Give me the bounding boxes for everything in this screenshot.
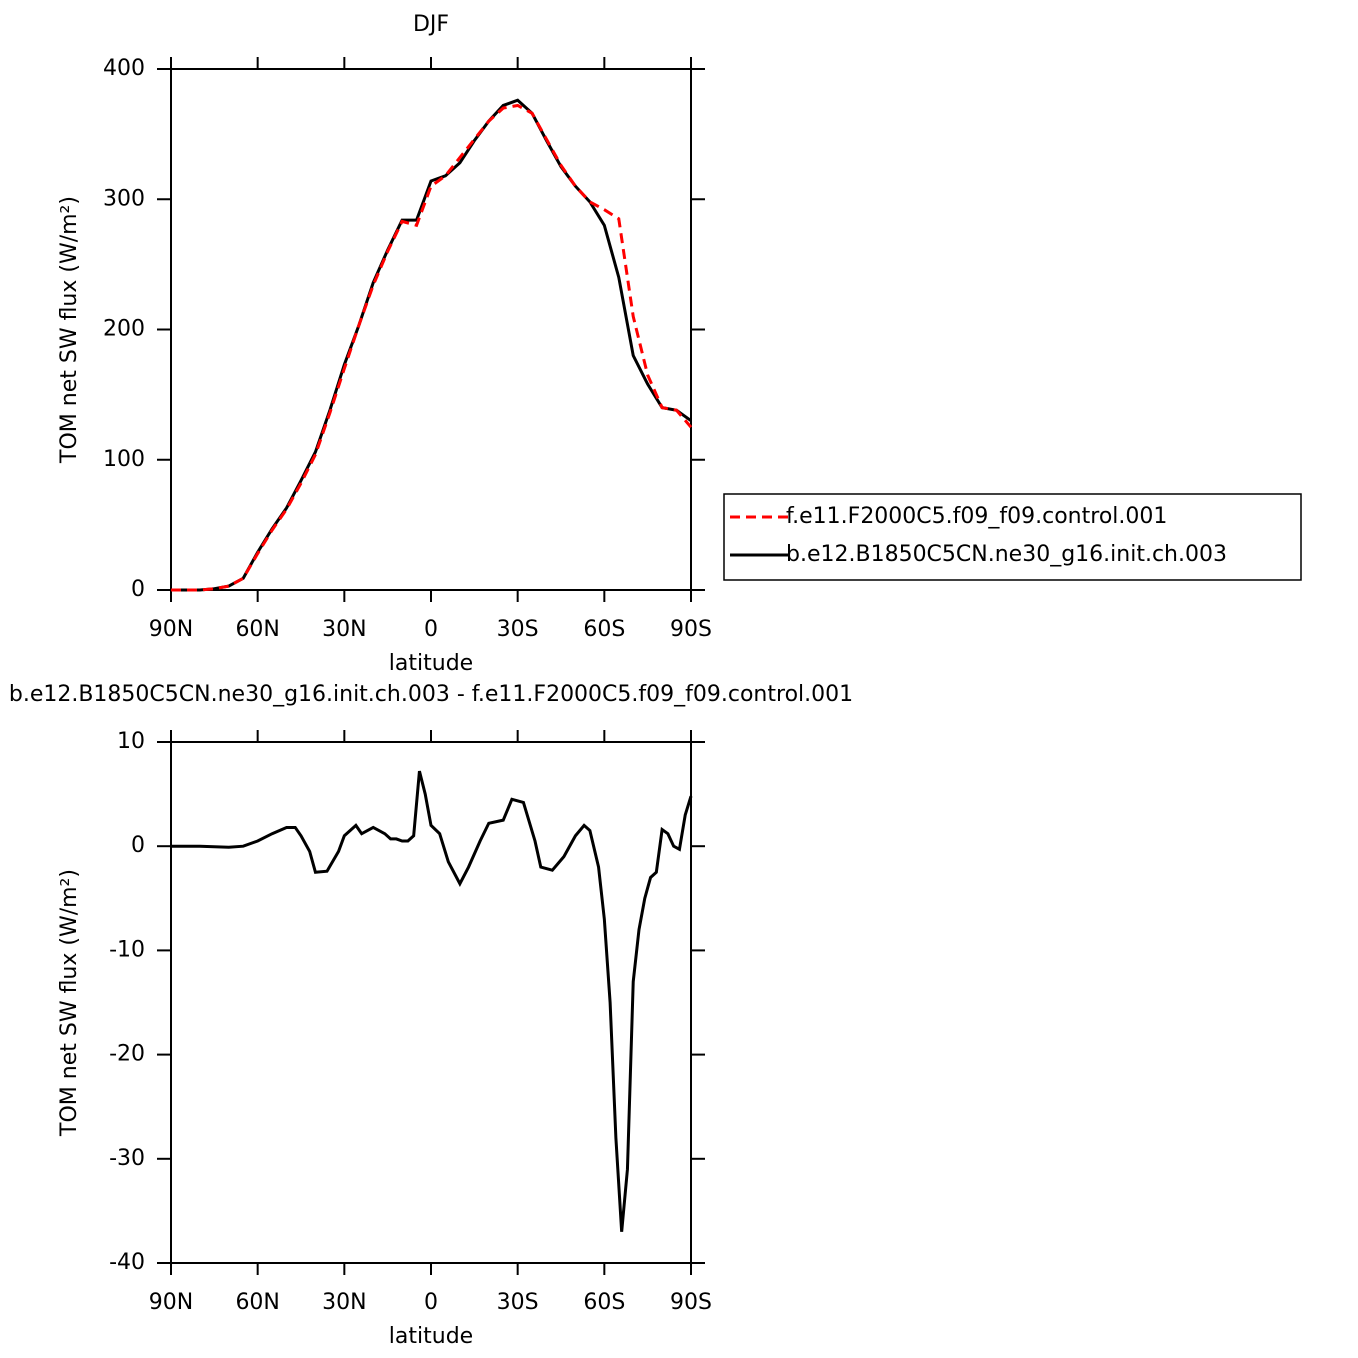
x-tick-label: 60N bbox=[235, 617, 279, 642]
x-tick-label: 30S bbox=[497, 617, 539, 642]
x-tick-label: 0 bbox=[424, 1290, 438, 1315]
legend-box bbox=[723, 493, 1302, 581]
x-axis-label: latitude bbox=[389, 651, 473, 676]
x-tick-label: 30S bbox=[497, 1290, 539, 1315]
y-tick-label: -10 bbox=[109, 937, 145, 962]
y-tick-label: 300 bbox=[103, 186, 145, 211]
x-tick-label: 0 bbox=[424, 617, 438, 642]
x-tick-label: 90S bbox=[670, 617, 712, 642]
x-tick-label: 90N bbox=[149, 617, 193, 642]
chart-title: b.e12.B1850C5CN.ne30_g16.init.ch.003 - f… bbox=[9, 682, 853, 707]
x-tick-label: 30N bbox=[322, 617, 366, 642]
data-line bbox=[171, 103, 693, 592]
data-line bbox=[171, 770, 693, 1232]
y-axis-label: TOM net SW flux (W/m²) bbox=[57, 869, 82, 1137]
x-tick-label: 90N bbox=[149, 1290, 193, 1315]
y-tick-label: 0 bbox=[131, 833, 145, 858]
plot-frame bbox=[170, 741, 692, 1264]
x-tick-label: 60N bbox=[235, 1290, 279, 1315]
x-tick-label: 30N bbox=[322, 1290, 366, 1315]
plot-frame bbox=[170, 68, 692, 591]
data-line bbox=[171, 98, 692, 592]
y-tick-label: 0 bbox=[131, 577, 145, 602]
chart-title: DJF bbox=[413, 12, 449, 37]
y-tick-label: -20 bbox=[109, 1042, 145, 1067]
y-tick-label: 200 bbox=[103, 317, 145, 342]
y-tick-label: -40 bbox=[109, 1250, 145, 1275]
x-tick-label: 60S bbox=[583, 617, 625, 642]
y-axis-label: TOM net SW flux (W/m²) bbox=[57, 196, 82, 464]
y-tick-label: -30 bbox=[109, 1146, 145, 1171]
y-tick-label: 10 bbox=[117, 729, 145, 754]
legend-label: f.e11.F2000C5.f09_f09.control.001 bbox=[786, 504, 1167, 529]
x-axis-label: latitude bbox=[389, 1324, 473, 1349]
y-tick-label: 100 bbox=[103, 447, 145, 472]
x-tick-label: 60S bbox=[583, 1290, 625, 1315]
x-tick-label: 90S bbox=[670, 1290, 712, 1315]
y-tick-label: 400 bbox=[103, 56, 145, 81]
legend-label: b.e12.B1850C5CN.ne30_g16.init.ch.003 bbox=[786, 542, 1227, 567]
